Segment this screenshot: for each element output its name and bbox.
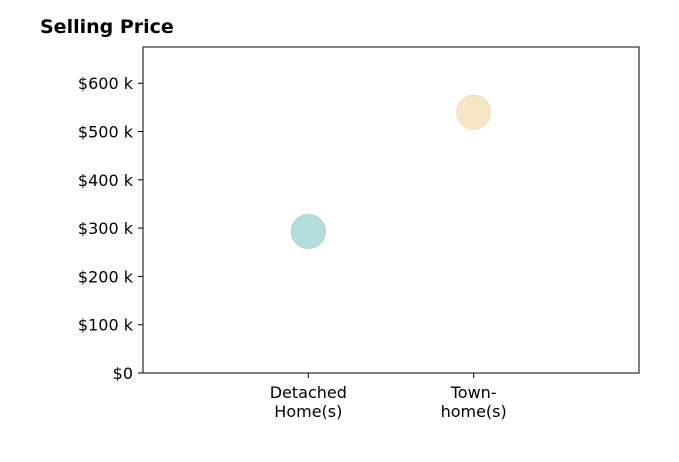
y-axis: $0 $100 k $200 k $300 k $400 k $500 k $600 k — [78, 74, 143, 383]
y-tick-label: $100 k — [78, 316, 134, 335]
x-tick-label: Detached Home(s) — [270, 383, 347, 421]
chart-title: Selling Price — [40, 16, 174, 38]
y-tick-label: $500 k — [78, 123, 134, 142]
y-tick-label: $0 — [113, 364, 133, 383]
x-tick-label: Town-home(s) — [441, 383, 507, 421]
data-point — [456, 94, 492, 130]
y-tick-label: $600 k — [78, 74, 134, 93]
y-tick-label: $200 k — [78, 267, 134, 286]
x-axis: Detached Home(s) Town-home(s) — [270, 373, 507, 421]
plot-frame — [142, 46, 640, 374]
y-tick-label: $400 k — [78, 171, 134, 190]
data-point — [290, 213, 326, 249]
data-points — [290, 94, 492, 249]
y-tick-label: $300 k — [78, 219, 134, 238]
